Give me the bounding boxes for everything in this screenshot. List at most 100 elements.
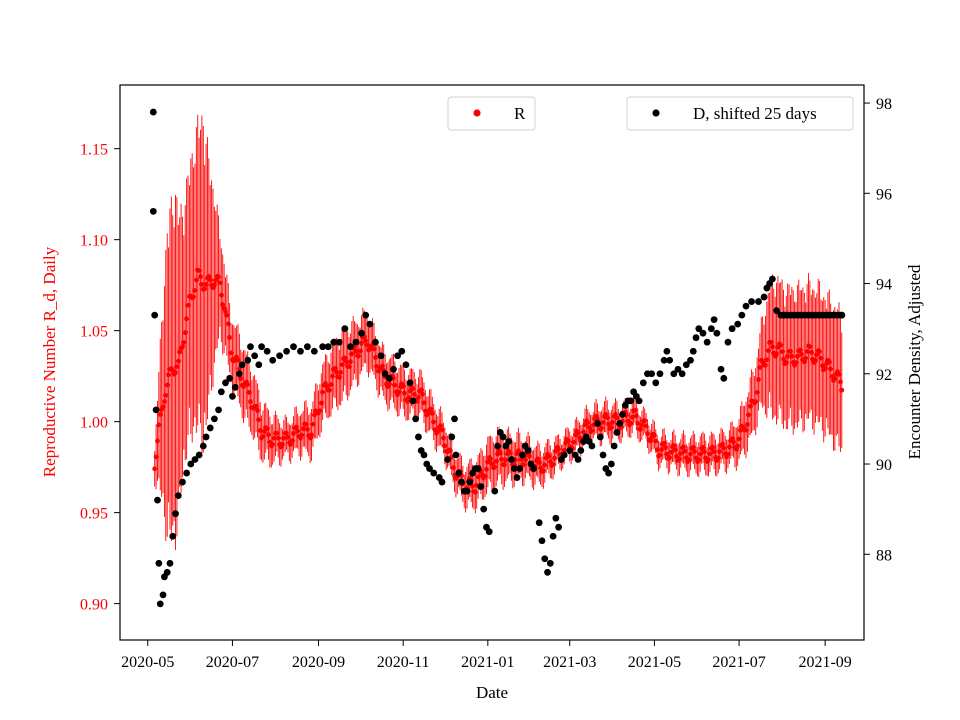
r-point (447, 448, 453, 454)
r-point (753, 399, 759, 405)
d-point (324, 343, 332, 351)
d-point (838, 311, 846, 319)
r-point (608, 425, 614, 431)
r-point (338, 370, 344, 375)
r-point (686, 457, 692, 463)
r-point (336, 374, 342, 380)
r-point (575, 430, 581, 436)
r-point (256, 417, 262, 423)
r-point (785, 354, 791, 359)
r-point (488, 456, 494, 462)
d-point (191, 456, 199, 463)
r-point (438, 423, 444, 429)
r-point (565, 438, 571, 444)
legend-r-marker (473, 109, 481, 117)
d-point (577, 447, 585, 454)
r-point (493, 458, 499, 464)
d-point (235, 370, 243, 378)
r-point (225, 321, 231, 327)
r-point (353, 348, 359, 354)
r-point (217, 280, 223, 286)
r-point (606, 421, 611, 427)
d-point (616, 420, 624, 427)
r-point (180, 344, 185, 350)
d-point (742, 302, 750, 310)
d-point (524, 447, 532, 454)
r-point (418, 387, 424, 393)
r-point (799, 351, 804, 357)
r-point (199, 281, 205, 287)
r-point (155, 438, 160, 444)
r-point (653, 438, 659, 444)
r-point (688, 451, 693, 457)
d-point (303, 343, 311, 351)
d-point (206, 424, 214, 432)
d-point (499, 433, 507, 441)
d-point (474, 465, 482, 472)
r-point (735, 443, 741, 449)
r-point (522, 457, 528, 463)
r-point (291, 431, 296, 436)
d-point (674, 365, 682, 373)
d-point (426, 465, 433, 472)
d-point (276, 352, 284, 360)
r-point (216, 274, 221, 280)
d-point (566, 447, 574, 454)
r-point (552, 455, 557, 461)
d-point (610, 442, 618, 450)
d-point (415, 433, 422, 441)
r-point (213, 277, 219, 283)
r-point (227, 335, 233, 340)
d-point (448, 433, 456, 441)
r-point (406, 395, 412, 400)
d-point (406, 379, 414, 387)
d-point (402, 361, 410, 369)
r-point (177, 349, 183, 355)
r-point (238, 376, 244, 381)
r-point (642, 418, 648, 424)
r-point (411, 392, 417, 397)
r-point (600, 420, 606, 425)
d-point (366, 320, 374, 328)
r-point (721, 445, 727, 451)
d-point (390, 365, 397, 373)
d-point (202, 433, 210, 441)
d-point (199, 442, 207, 450)
d-point (682, 361, 690, 369)
r-point (475, 474, 481, 480)
r-point (542, 462, 548, 468)
d-point (231, 383, 239, 391)
r-point (614, 415, 620, 421)
r-point (441, 435, 446, 441)
d-point (541, 555, 549, 563)
r-point (652, 432, 657, 438)
r-point (374, 364, 380, 369)
r-point (285, 435, 291, 440)
d-point (510, 465, 518, 472)
d-point (385, 374, 393, 382)
d-point (710, 316, 718, 324)
r-point (317, 408, 323, 414)
r-point (356, 353, 362, 359)
r-point (339, 362, 345, 368)
left-tick-label: 1.00 (80, 415, 108, 432)
d-point (588, 442, 596, 450)
r-point (420, 391, 425, 397)
d-point (394, 352, 402, 360)
r-point (736, 436, 742, 442)
x-tick-label: 2020-05 (121, 654, 174, 671)
d-point (358, 329, 365, 337)
r-point (832, 376, 838, 382)
r-point (416, 394, 421, 400)
r-point (701, 449, 707, 455)
r-point (690, 444, 696, 450)
left-axis-ticks: 0.90 0.95 1.00 1.05 1.10 1.15 (80, 142, 120, 614)
d-point (549, 532, 557, 540)
r-point (789, 353, 795, 359)
r-point (707, 451, 713, 457)
r-point (472, 489, 478, 495)
r-point (357, 348, 363, 354)
legend-r-label: R (514, 104, 526, 123)
r-point (556, 446, 562, 452)
d-point (663, 347, 671, 355)
